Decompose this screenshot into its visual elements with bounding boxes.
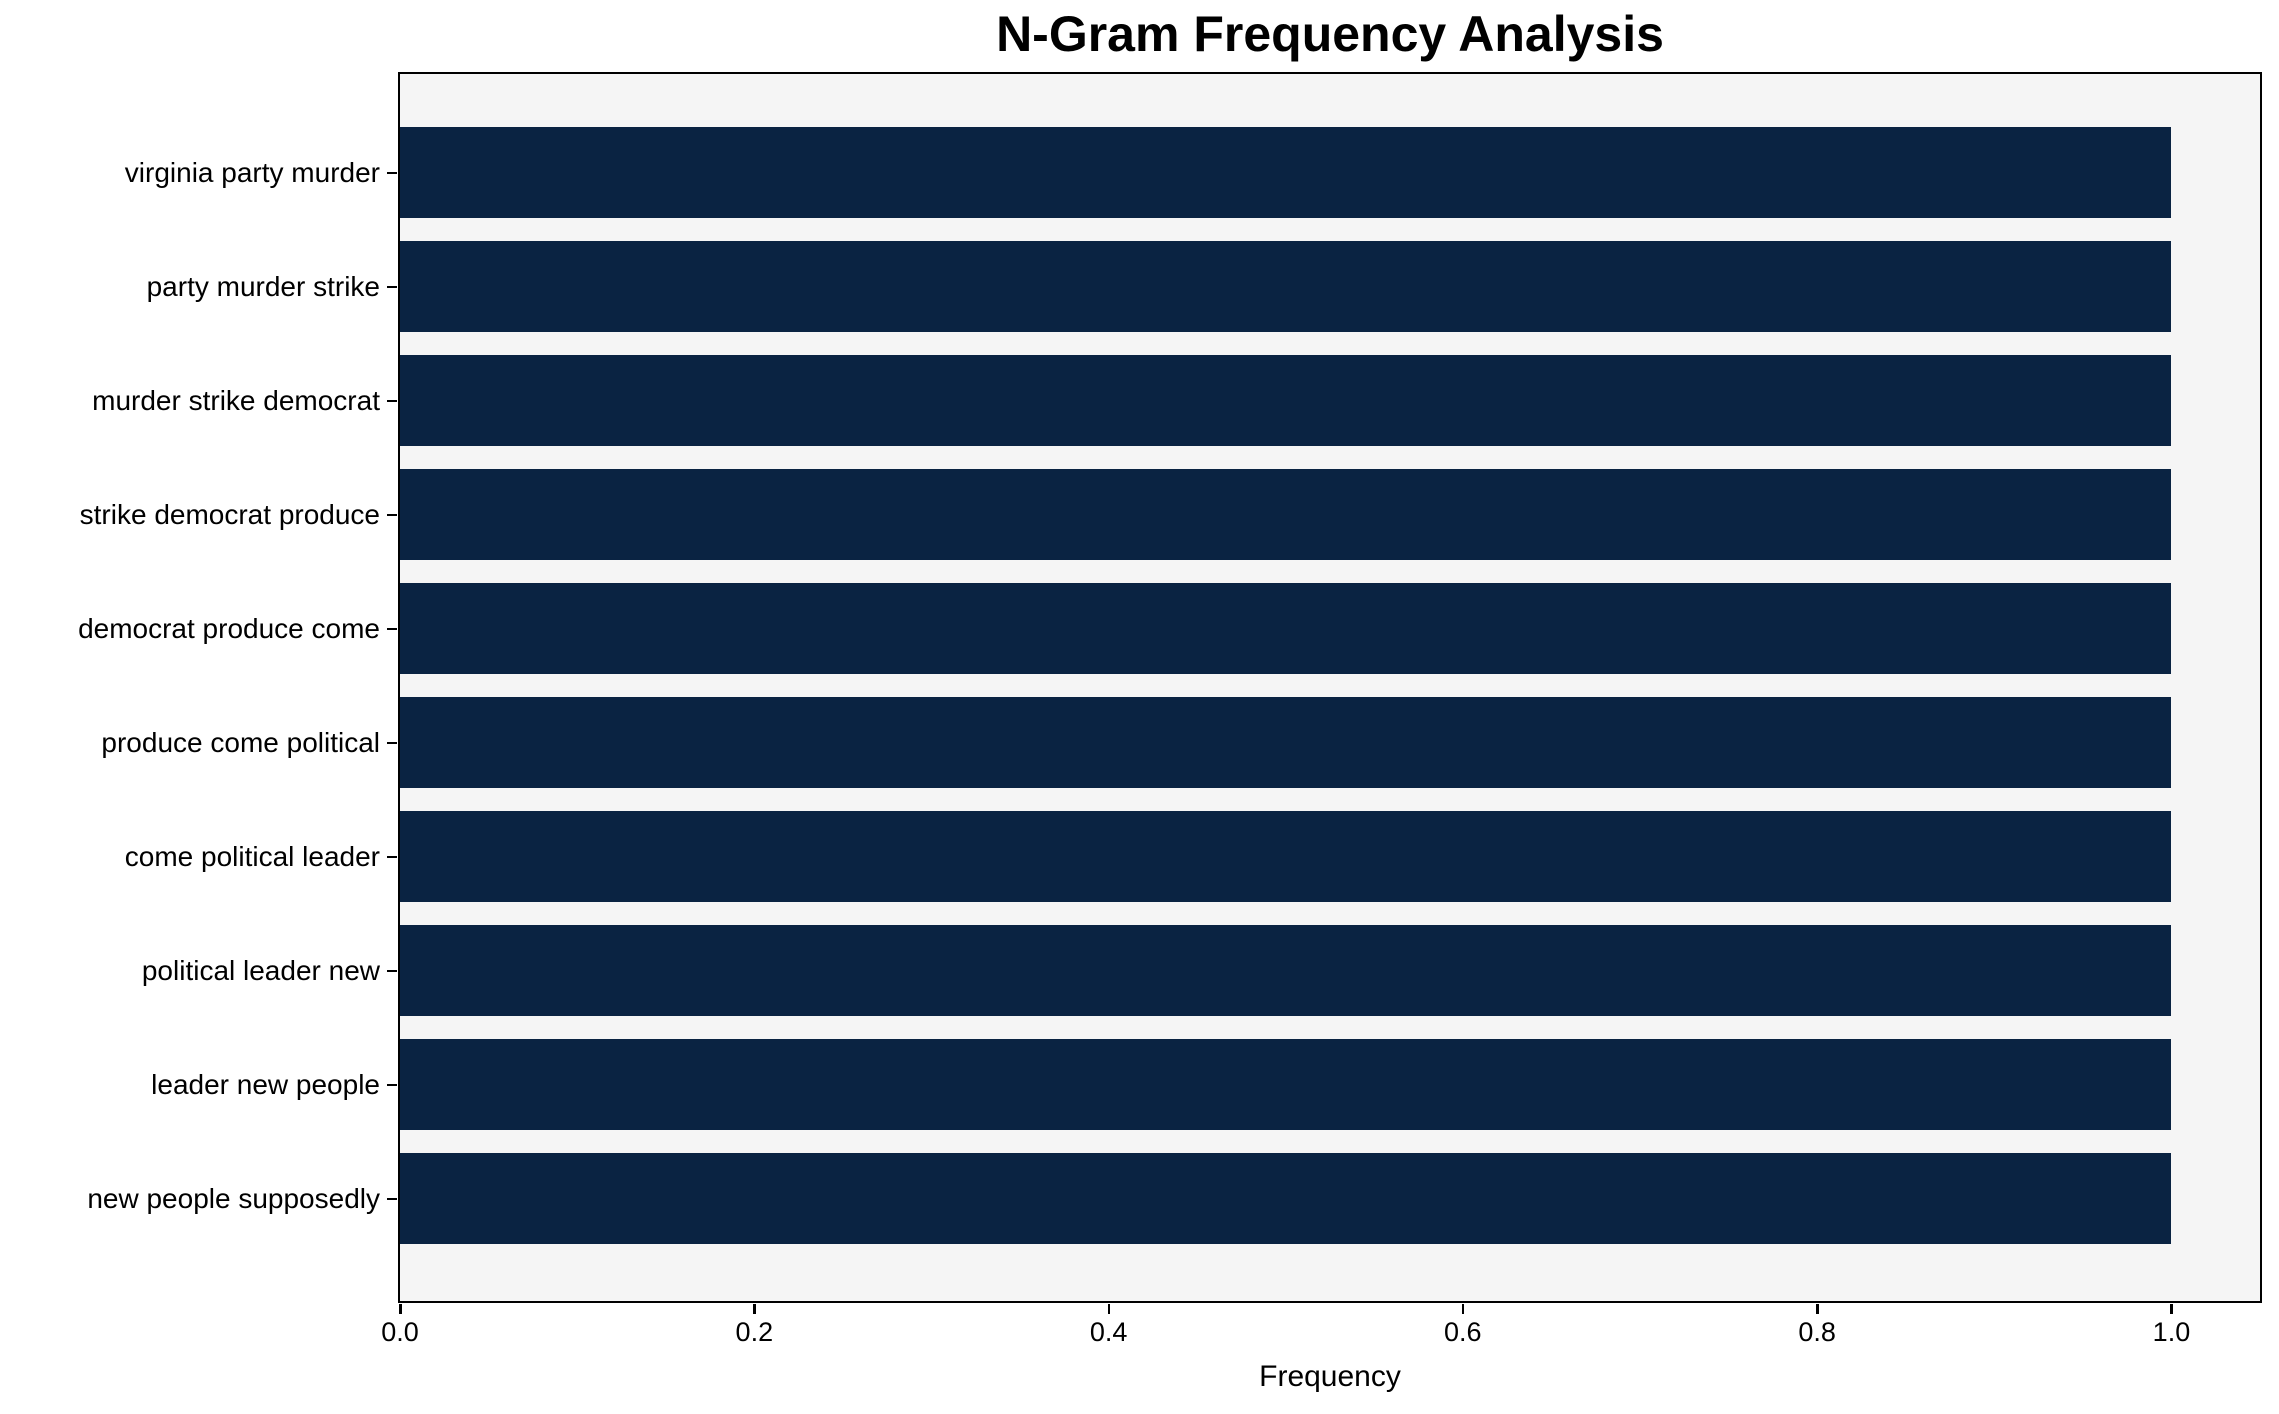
y-tick-label: virginia party murder <box>124 156 380 188</box>
bar <box>400 127 2172 218</box>
bar <box>400 925 2172 1016</box>
y-tick-label: leader new people <box>151 1068 380 1100</box>
bar <box>400 811 2172 902</box>
y-tick-label: new people supposedly <box>87 1182 380 1214</box>
chart-title: N-Gram Frequency Analysis <box>996 6 1664 62</box>
bar-row: democrat produce come <box>78 583 2260 674</box>
y-tick-mark <box>387 1197 397 1200</box>
x-tick-mark <box>1461 1304 1465 1314</box>
y-tick-mark <box>387 171 397 174</box>
x-tick-mark <box>1107 1304 1111 1314</box>
bar-row: new people supposedly <box>87 1153 2260 1244</box>
y-tick-label: murder strike democrat <box>92 384 380 416</box>
x-tick-label: 0.4 <box>1089 1317 1128 1347</box>
bar <box>400 583 2172 674</box>
x-tick-mark <box>399 1304 402 1314</box>
bar <box>400 469 2172 560</box>
y-tick-mark <box>387 399 397 402</box>
y-tick-mark <box>387 741 397 744</box>
y-tick-mark <box>387 969 397 972</box>
y-tick-label: produce come political <box>101 726 380 758</box>
bar <box>400 1039 2172 1130</box>
y-tick-label: party murder strike <box>146 270 380 302</box>
bar <box>400 1153 2172 1244</box>
bar <box>400 697 2172 788</box>
x-tick-mark <box>2170 1304 2173 1314</box>
y-tick-label: strike democrat produce <box>79 498 380 530</box>
y-tick-mark <box>387 1083 397 1086</box>
bar-row: party murder strike <box>147 241 2260 332</box>
x-tick-label: 0.2 <box>735 1317 774 1347</box>
bar-row: political leader new <box>142 925 2260 1016</box>
y-tick-label: political leader new <box>141 954 380 986</box>
bar-row: leader new people <box>151 1039 2260 1130</box>
x-tick-label: 1.0 <box>2152 1317 2191 1347</box>
bar-row: murder strike democrat <box>92 355 2260 446</box>
plot-area: virginia party murder party murder strik… <box>78 72 2262 1347</box>
x-axis-label: Frequency <box>1259 1360 1401 1393</box>
y-tick-label: democrat produce come <box>78 612 380 644</box>
bars-container: virginia party murder party murder strik… <box>78 74 2260 1301</box>
bar-row: virginia party murder <box>125 127 2260 218</box>
y-tick-mark <box>387 855 397 858</box>
y-tick-mark <box>387 627 397 630</box>
y-tick-mark <box>387 285 397 288</box>
bar <box>400 241 2172 332</box>
y-tick-label: come political leader <box>124 840 380 872</box>
y-tick-mark <box>387 513 397 516</box>
bar-row: come political leader <box>125 811 2260 902</box>
x-tick-label: 0.6 <box>1444 1317 1482 1347</box>
x-tick-label: 0.0 <box>381 1317 419 1347</box>
x-tick-mark <box>753 1304 756 1314</box>
x-tick-label: 0.8 <box>1798 1317 1836 1347</box>
x-tick-mark <box>1816 1304 1819 1314</box>
bar-row: strike democrat produce <box>80 469 2260 560</box>
bar <box>400 355 2172 446</box>
bar-row: produce come political <box>101 697 2260 788</box>
